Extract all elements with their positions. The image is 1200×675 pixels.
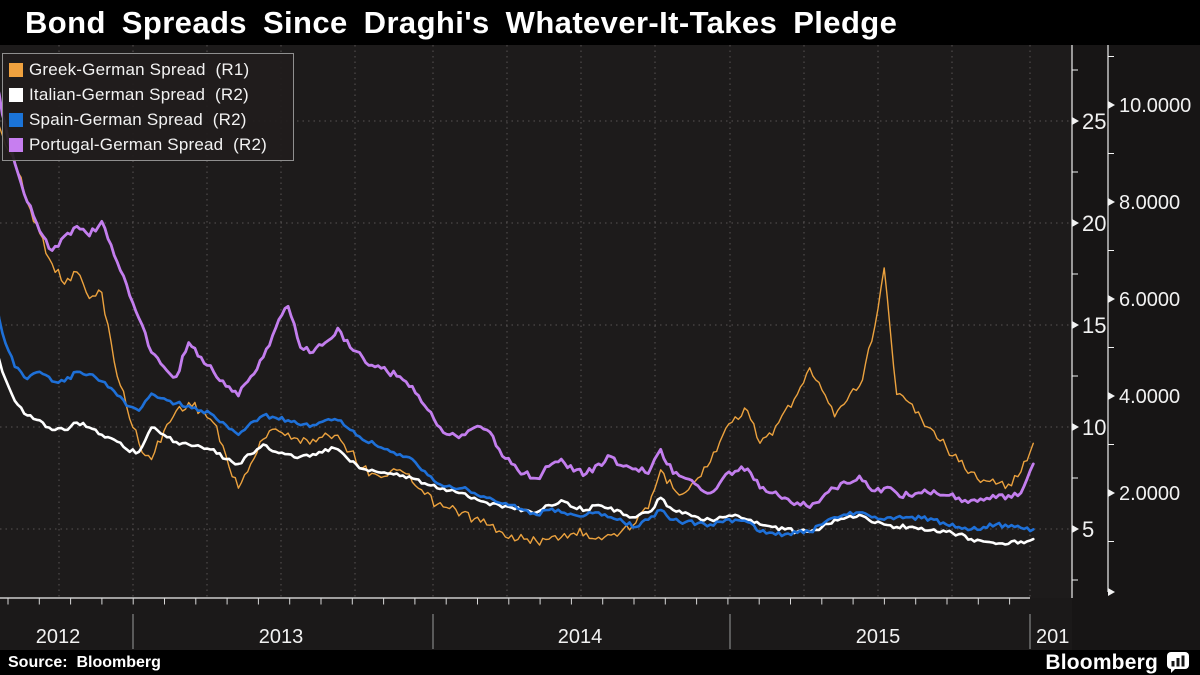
- chart-legend: Greek-German Spread (R1) Italian-German S…: [2, 53, 294, 161]
- series-line-greek-german-spread: [0, 126, 1034, 546]
- r2-tick-label: 2.0000: [1119, 483, 1180, 505]
- r2-tick-arrow: [1108, 489, 1115, 497]
- r2-tick-label: 6.0000: [1119, 289, 1180, 311]
- legend-swatch: [9, 62, 23, 77]
- r2-tick-arrow: [1108, 392, 1115, 400]
- x-axis-band: [0, 598, 1072, 650]
- page-title: Bond Spreads Since Draghi's Whatever-It-…: [25, 4, 898, 40]
- bloomberg-wordmark: Bloomberg: [1045, 650, 1158, 674]
- r1-tick-arrow: [1072, 321, 1079, 329]
- r2-tick-arrow: [1108, 295, 1115, 303]
- legend-item-label: Portugal-German Spread (R2): [29, 134, 268, 154]
- footer-bar: Source: Bloomberg Bloomberg: [0, 650, 1200, 675]
- r1-tick-label: 15: [1082, 313, 1106, 338]
- r1-tick-label: 10: [1082, 415, 1106, 440]
- bloomberg-brand: Bloomberg: [1045, 651, 1200, 675]
- legend-item-label: Italian-German Spread (R2): [29, 84, 249, 104]
- series-line-spain-german-spread: [0, 315, 1035, 538]
- r2-axis-end-arrow: [1108, 588, 1115, 596]
- r1-tick-label: 5: [1082, 517, 1094, 542]
- r2-tick-label: 4.0000: [1119, 386, 1180, 408]
- r1-tick-arrow: [1072, 117, 1079, 125]
- year-label: 201: [1036, 626, 1069, 648]
- r1-tick-arrow: [1072, 525, 1079, 533]
- r2-tick-label: 10.0000: [1119, 95, 1191, 117]
- legend-item-4[interactable]: Portugal-German Spread (R2): [9, 132, 289, 157]
- r1-tick-label: 25: [1082, 109, 1106, 134]
- legend-item-1[interactable]: Greek-German Spread (R1): [9, 57, 289, 82]
- legend-swatch: [9, 87, 23, 102]
- r1-tick-arrow: [1072, 423, 1079, 431]
- legend-item-3[interactable]: Spain-German Spread (R2): [9, 107, 289, 132]
- year-label: 2012: [36, 626, 81, 648]
- r2-tick-arrow: [1108, 198, 1115, 206]
- source-label: Source: Bloomberg: [8, 653, 161, 671]
- chart-area: 2012 2013 2014 2015 201 25 20 15 10 5 10.0000 8.000…: [0, 45, 1200, 650]
- series-line-italian-german-spread: [0, 357, 1035, 546]
- r2-tick-label: 8.0000: [1119, 192, 1180, 214]
- r1-tick-label: 20: [1082, 211, 1106, 236]
- legend-item-label: Spain-German Spread (R2): [29, 109, 247, 129]
- year-label: 2014: [558, 626, 603, 648]
- year-label: 2013: [259, 626, 304, 648]
- bloomberg-logo-icon: [1167, 651, 1189, 673]
- r1-tick-arrow: [1072, 219, 1079, 227]
- year-label: 2015: [856, 626, 901, 648]
- legend-item-2[interactable]: Italian-German Spread (R2): [9, 82, 289, 107]
- legend-swatch: [9, 112, 23, 127]
- series-group: [0, 91, 1035, 546]
- chart-title-bar: Bond Spreads Since Draghi's Whatever-It-…: [0, 0, 1200, 45]
- r2-tick-arrow: [1108, 101, 1115, 109]
- series-line-portugal-german-spread: [0, 91, 1035, 509]
- legend-item-label: Greek-German Spread (R1): [29, 59, 250, 79]
- legend-swatch: [9, 137, 23, 152]
